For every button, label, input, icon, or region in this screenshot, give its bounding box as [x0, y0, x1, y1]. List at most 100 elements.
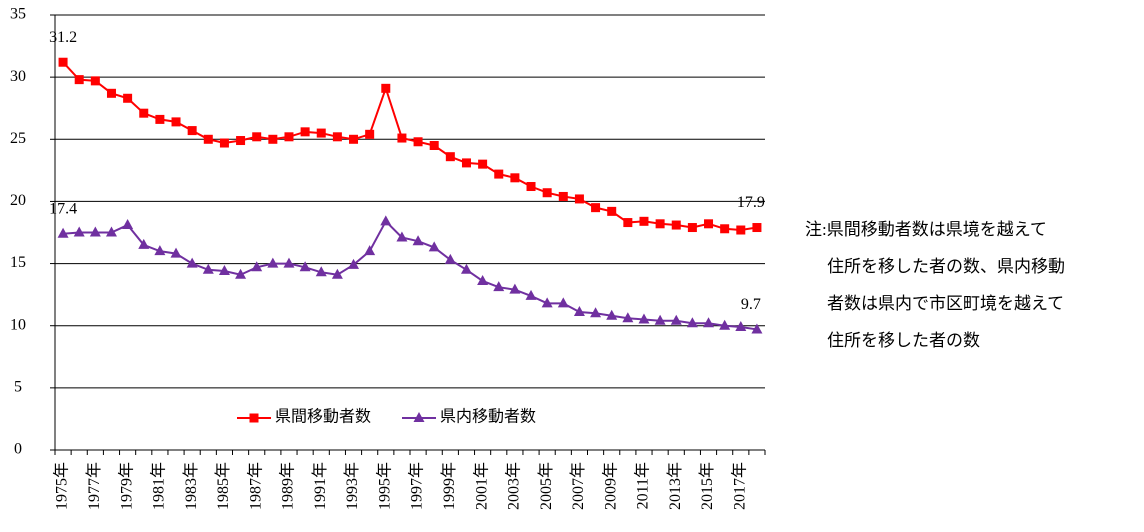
point [526, 182, 536, 192]
x-tick-label: 2007年 [569, 462, 587, 510]
point [429, 141, 439, 150]
point [349, 134, 359, 144]
point [139, 108, 149, 118]
point [299, 261, 311, 272]
point [542, 188, 552, 198]
x-tick-label: 1977年 [85, 462, 103, 510]
x-tick-label: 2001年 [472, 462, 490, 510]
point [655, 219, 665, 229]
point [703, 317, 715, 328]
y-tick-label: 0 [14, 441, 22, 458]
point [493, 281, 505, 292]
x-tick-label: 2015年 [698, 462, 716, 510]
point [428, 241, 440, 252]
point [591, 203, 601, 213]
point [380, 215, 392, 226]
point [752, 223, 762, 233]
point [413, 412, 425, 422]
point [186, 257, 198, 268]
point [720, 224, 730, 234]
point [331, 268, 343, 279]
point [332, 132, 342, 142]
point [445, 152, 455, 162]
y-tick-label: 25 [10, 130, 26, 147]
point [751, 323, 763, 334]
data-label: 31.2 [49, 29, 77, 46]
point [494, 169, 504, 179]
point [73, 226, 85, 237]
y-tick-label: 35 [10, 6, 26, 23]
x-tick-label: 1989年 [279, 462, 297, 510]
point [171, 117, 181, 127]
note-line: 注:県間移動者数は県境を越えて [805, 220, 1047, 239]
point [154, 245, 166, 256]
point [735, 320, 747, 331]
point [267, 257, 279, 268]
point [413, 137, 423, 147]
point [573, 306, 585, 317]
x-tick-label: 1993年 [343, 462, 361, 510]
y-tick-label: 10 [10, 316, 26, 333]
x-tick-label: 2011年 [634, 462, 652, 509]
point [574, 194, 584, 204]
x-tick-label: 2003年 [505, 462, 523, 510]
point [219, 138, 229, 148]
point [364, 245, 376, 256]
point [138, 238, 150, 249]
point [719, 319, 731, 330]
point [249, 413, 259, 423]
point [477, 274, 489, 285]
point [315, 266, 327, 277]
point [623, 218, 633, 228]
note-line: 者数は県内で市区町境を越えて [827, 294, 1064, 313]
legend-label: 県間移動者数 [275, 408, 371, 426]
point [74, 75, 84, 85]
point [89, 226, 101, 237]
point [90, 76, 100, 86]
x-tick-label: 1997年 [408, 462, 426, 510]
point [348, 258, 360, 269]
data-label: 9.7 [741, 296, 761, 313]
point [251, 261, 263, 272]
point [105, 226, 117, 237]
point [541, 297, 553, 308]
x-tick-label: 1985年 [214, 462, 232, 510]
data-label: 17.9 [737, 194, 765, 211]
point [607, 206, 617, 216]
point [202, 263, 214, 274]
point [396, 231, 408, 242]
x-tick-label: 2005年 [537, 462, 555, 510]
point [236, 136, 246, 146]
point [510, 173, 520, 183]
point [218, 265, 230, 276]
point [283, 257, 295, 268]
point [460, 263, 472, 274]
point [704, 219, 714, 229]
point [316, 128, 326, 138]
y-tick-label: 30 [10, 68, 26, 85]
point [639, 216, 649, 226]
x-tick-label: 1991年 [311, 462, 329, 510]
point [461, 158, 471, 168]
point [558, 191, 568, 201]
point [687, 223, 697, 233]
point [557, 297, 569, 308]
series-line [62, 61, 758, 232]
point [122, 219, 134, 230]
note-line: 住所を移した者の数 [827, 331, 980, 350]
y-tick-label: 20 [10, 192, 26, 209]
point [444, 253, 456, 264]
x-tick-label: 1979年 [117, 462, 135, 510]
y-tick-label: 5 [14, 379, 22, 396]
point [268, 134, 278, 144]
point [106, 88, 116, 98]
point [654, 314, 666, 325]
x-tick-label: 1987年 [246, 462, 264, 510]
y-tick-label: 15 [10, 254, 26, 271]
point [412, 235, 424, 246]
point [300, 127, 310, 137]
point [736, 225, 746, 235]
point [123, 93, 133, 103]
point [622, 312, 634, 323]
point [670, 314, 682, 325]
